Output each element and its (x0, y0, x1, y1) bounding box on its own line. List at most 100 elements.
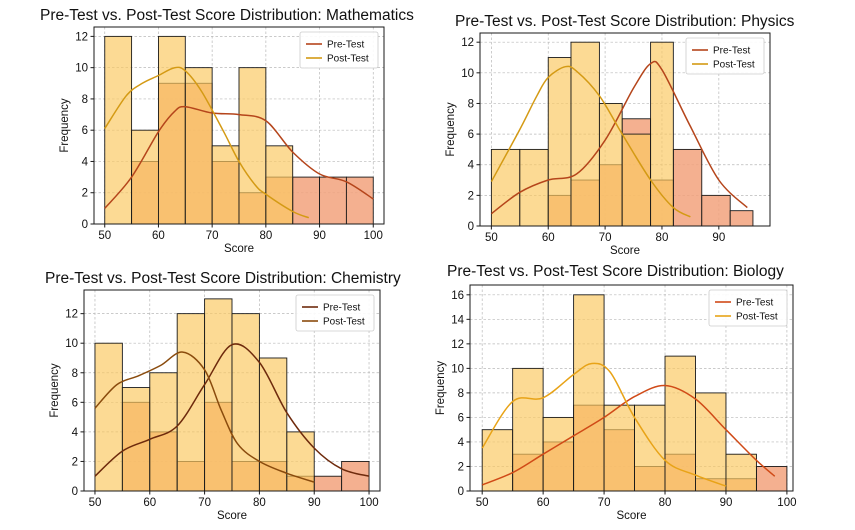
legend: Pre-Test Post-Test (685, 37, 765, 75)
legend-box (295, 294, 375, 332)
post-test-bar (664, 355, 696, 492)
post-test-kde-line (104, 66, 310, 219)
post-test-kde-line (490, 65, 691, 218)
pre-test-kde-line (94, 343, 370, 477)
post-test-bar (149, 372, 178, 492)
y-tick-label: 12 (75, 31, 88, 43)
x-axis-label: Score (217, 510, 247, 522)
x-tick-label: 80 (656, 232, 669, 244)
legend-label: Pre-Test (736, 298, 773, 309)
post-test-bar (512, 367, 544, 492)
y-tick-label: 10 (65, 338, 78, 350)
y-tick-label: 10 (451, 363, 464, 375)
y-tick-label: 6 (72, 397, 78, 409)
x-tick-label: 70 (198, 497, 211, 509)
legend: Pre-Test Post-Test (299, 31, 379, 69)
axes-frame (93, 26, 385, 225)
legend-label: Pre-Test (323, 303, 360, 314)
chart-title: Pre-Test vs. Post-Test Score Distributio… (40, 7, 414, 24)
chart-panel-4: Pre-Test vs. Post-Test Score Distributio… (435, 263, 796, 522)
legend-label: Post-Test (323, 317, 365, 328)
post-test-bar (490, 148, 521, 227)
legend-box (708, 289, 788, 327)
y-tick-label: 12 (451, 339, 464, 351)
post-test-bar (211, 145, 240, 225)
pre-test-bar (672, 148, 703, 227)
post-test-bar (598, 103, 623, 227)
x-tick-label: 90 (720, 497, 733, 509)
x-tick-label: 60 (537, 497, 550, 509)
pre-test-kde-line (104, 105, 374, 209)
chart-title: Pre-Test vs. Post-Test Score Distributio… (447, 263, 784, 280)
y-tick-label: 6 (468, 129, 474, 141)
y-tick-label: 2 (468, 190, 474, 202)
axes-frame (83, 289, 381, 492)
post-test-bar (634, 404, 666, 492)
y-tick-label: 2 (82, 188, 88, 200)
pre-test-bar (755, 466, 788, 492)
y-tick-label: 4 (468, 160, 475, 172)
x-tick-label: 70 (598, 497, 611, 509)
x-tick-label: 50 (485, 232, 498, 244)
x-tick-label: 70 (599, 232, 612, 244)
post-test-kde-line (94, 351, 315, 483)
post-test-bar (725, 453, 757, 492)
post-test-bar (231, 313, 260, 492)
post-test-kde-line (481, 362, 727, 487)
legend-label: Post-Test (327, 54, 369, 65)
y-tick-label: 0 (458, 486, 464, 498)
x-tick-label: 60 (143, 497, 156, 509)
x-tick-label: 100 (364, 230, 383, 242)
post-test-bar (621, 133, 652, 227)
x-tick-label: 60 (152, 230, 165, 242)
post-test-bar (238, 67, 267, 225)
y-tick-label: 6 (82, 125, 88, 137)
y-tick-label: 14 (451, 314, 464, 326)
x-tick-label: 100 (777, 497, 796, 509)
x-tick-label: 90 (712, 232, 725, 244)
post-test-bar (265, 145, 294, 225)
post-test-bar (573, 294, 605, 492)
pre-test-bar (313, 475, 343, 492)
y-tick-label: 16 (451, 290, 464, 302)
y-axis-label: Frequency (59, 98, 71, 153)
x-tick-label: 60 (542, 232, 555, 244)
pre-test-kde-line (490, 60, 748, 215)
y-tick-label: 4 (82, 156, 89, 168)
x-tick-label: 50 (89, 497, 102, 509)
pre-test-bar (319, 176, 347, 225)
post-test-bar (157, 35, 186, 225)
y-tick-label: 0 (468, 221, 474, 233)
post-test-bar (104, 35, 133, 225)
x-tick-label: 100 (359, 497, 378, 509)
y-tick-label: 8 (468, 98, 474, 110)
post-test-bar (542, 416, 575, 492)
legend: Pre-Test Post-Test (708, 289, 788, 327)
legend-label: Pre-Test (713, 46, 750, 57)
y-tick-label: 10 (75, 63, 88, 75)
x-tick-label: 50 (98, 230, 111, 242)
legend-label: Post-Test (736, 312, 778, 323)
y-tick-label: 2 (72, 456, 78, 468)
x-tick-label: 80 (259, 230, 272, 242)
axes-frame (479, 32, 771, 227)
y-axis-label: Frequency (49, 363, 61, 418)
y-tick-label: 0 (82, 219, 88, 231)
pre-test-kde-line (481, 384, 776, 486)
chart-panel-1: Pre-Test vs. Post-Test Score Distributio… (40, 7, 414, 255)
post-test-bar (176, 313, 206, 492)
post-test-bar (94, 342, 123, 492)
y-tick-label: 8 (72, 368, 78, 380)
chart-title: Pre-Test vs. Post-Test Score Distributio… (45, 270, 401, 287)
x-axis-label: Score (224, 243, 254, 255)
x-tick-label: 80 (253, 497, 266, 509)
post-test-bar (204, 298, 233, 492)
x-tick-label: 80 (659, 497, 672, 509)
x-axis-label: Score (610, 245, 640, 257)
pre-test-bar (729, 210, 754, 227)
post-test-bar (570, 41, 600, 227)
y-tick-label: 0 (72, 486, 78, 498)
y-tick-label: 12 (65, 309, 78, 321)
x-tick-label: 50 (476, 497, 489, 509)
post-test-bar (121, 387, 151, 492)
